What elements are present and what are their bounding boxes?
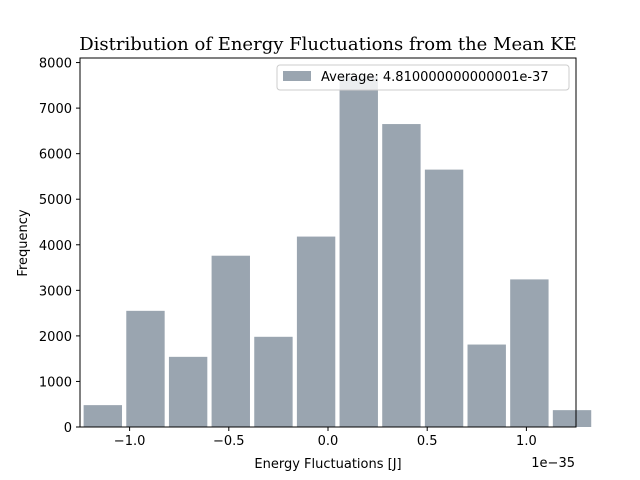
histogram-bar-3 — [211, 255, 250, 427]
histogram-bar-1 — [126, 310, 165, 427]
y-tick-label: 3000 — [39, 284, 72, 299]
histogram-bar-11 — [552, 410, 592, 427]
histogram-bar-0 — [83, 405, 123, 427]
x-tick-label: −0.5 — [213, 434, 245, 449]
histogram-bar-7 — [382, 124, 421, 428]
y-tick-label: 8000 — [39, 57, 72, 72]
y-tick-label: 7000 — [39, 102, 72, 117]
legend-swatch — [283, 71, 311, 81]
histogram-bar-5 — [296, 236, 336, 427]
y-tick-label: 6000 — [39, 148, 72, 163]
legend: Average: 4.810000000000001e-37 — [276, 64, 570, 91]
x-tick-label: 0.0 — [318, 434, 339, 449]
y-tick-label: 5000 — [39, 193, 72, 208]
histogram-bar-4 — [254, 336, 293, 427]
histogram-bar-6 — [339, 76, 378, 427]
chart-title: Distribution of Energy Fluctuations from… — [79, 34, 577, 55]
x-axis-label: Energy Fluctuations [J] — [254, 457, 401, 472]
y-axis-label: Frequency — [16, 209, 31, 276]
x-tick-label: 1.0 — [516, 434, 537, 449]
histogram-bar-9 — [467, 344, 506, 427]
histogram-bar-10 — [510, 279, 549, 427]
bars-group — [83, 76, 592, 428]
x-tick-label: −1.0 — [114, 434, 146, 449]
y-tick-label: 0 — [64, 421, 72, 436]
legend-label: Average: 4.810000000000001e-37 — [321, 70, 549, 85]
x-axis-ticks: −1.0 −0.5 0.0 0.5 1.0 — [114, 427, 537, 449]
histogram-bar-2 — [168, 356, 208, 427]
y-axis-ticks: 0 1000 2000 3000 4000 5000 6000 7000 8000 — [39, 57, 80, 436]
x-offset-label: 1e−35 — [531, 456, 575, 471]
y-tick-label: 1000 — [39, 375, 72, 390]
y-tick-label: 4000 — [39, 239, 72, 254]
legend-frame — [276, 64, 570, 91]
y-tick-label: 2000 — [39, 330, 72, 345]
histogram-bar-8 — [424, 169, 464, 427]
x-tick-label: 0.5 — [417, 434, 438, 449]
